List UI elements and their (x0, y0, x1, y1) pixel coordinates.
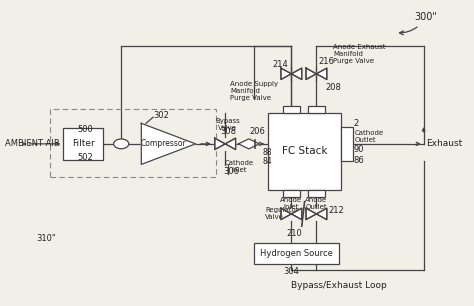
Text: 500: 500 (78, 125, 93, 134)
Text: Anode Exhaust
Manifold
Purge Valve: Anode Exhaust Manifold Purge Valve (333, 44, 385, 64)
Text: 310": 310" (36, 234, 56, 243)
Bar (268, 114, 341, 189)
Text: 306: 306 (223, 167, 239, 176)
Text: 502: 502 (78, 153, 93, 162)
Text: Compressor: Compressor (141, 139, 187, 148)
Text: 84: 84 (263, 157, 273, 166)
Bar (50, 109, 216, 177)
Text: 206: 206 (249, 127, 265, 136)
Text: Filter: Filter (72, 139, 95, 148)
Text: 214: 214 (273, 60, 288, 69)
Bar (64, 128, 103, 160)
Polygon shape (141, 123, 196, 164)
Text: 86: 86 (354, 156, 365, 165)
Polygon shape (281, 208, 302, 220)
Text: Cathode
Outlet: Cathode Outlet (354, 130, 383, 143)
Text: 2: 2 (354, 119, 359, 128)
Text: Cathode
Inlet: Cathode Inlet (225, 160, 254, 173)
Text: Bypass
Valve: Bypass Valve (215, 118, 240, 131)
Polygon shape (306, 208, 327, 220)
Bar (341, 127, 353, 161)
Text: 90: 90 (354, 145, 364, 155)
Bar (254, 243, 338, 264)
Text: 300": 300" (400, 13, 437, 35)
Text: 88: 88 (263, 148, 273, 157)
Text: Bypass/Exhaust Loop: Bypass/Exhaust Loop (291, 281, 386, 290)
Text: 302: 302 (153, 111, 169, 120)
Text: 208: 208 (326, 83, 342, 92)
Bar (283, 106, 300, 114)
Text: FC Stack: FC Stack (282, 147, 327, 156)
Text: Anode
Outlet: Anode Outlet (305, 197, 328, 210)
Polygon shape (238, 139, 259, 149)
Polygon shape (215, 138, 236, 150)
Text: 210: 210 (287, 229, 302, 238)
Text: AMBIENT AIR: AMBIENT AIR (5, 139, 60, 148)
Polygon shape (306, 68, 327, 80)
Text: 304: 304 (283, 267, 299, 276)
Polygon shape (281, 68, 302, 80)
Text: Anode
Inlet: Anode Inlet (280, 197, 302, 210)
Bar (308, 106, 325, 114)
Text: 216: 216 (319, 57, 335, 66)
Text: Regulator
Valve: Regulator Valve (265, 207, 299, 220)
Circle shape (114, 139, 129, 149)
Text: Exhaust: Exhaust (426, 139, 462, 148)
Text: 308: 308 (220, 127, 237, 136)
Text: Hydrogen Source: Hydrogen Source (260, 249, 333, 258)
Bar (283, 189, 300, 197)
Text: 212: 212 (328, 206, 344, 215)
Bar (308, 189, 325, 197)
Text: Anode Supply
Manifold
Purge Valve: Anode Supply Manifold Purge Valve (230, 80, 278, 101)
